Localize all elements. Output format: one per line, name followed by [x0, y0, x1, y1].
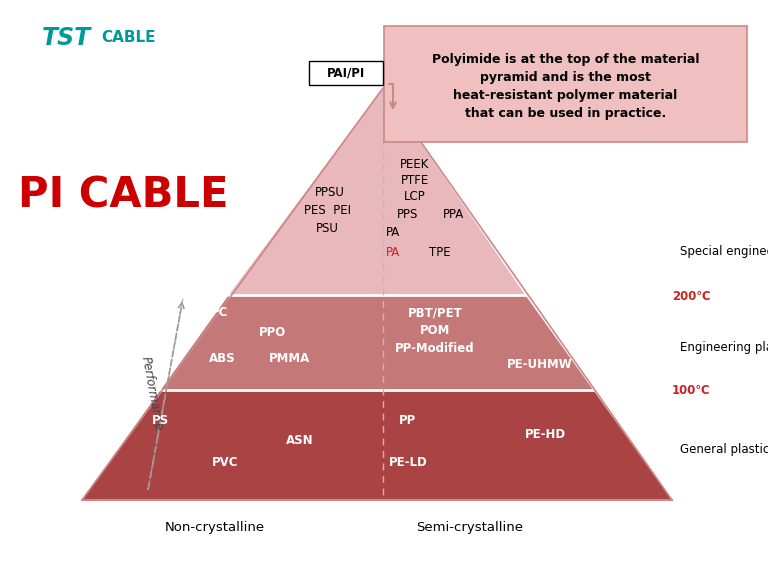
Text: Special engineering plastics: Special engineering plastics: [680, 245, 768, 258]
Text: 200℃: 200℃: [672, 289, 710, 302]
Text: Performance: Performance: [138, 356, 164, 432]
Text: CABLE: CABLE: [101, 31, 155, 46]
Text: Engineering plastics: Engineering plastics: [680, 342, 768, 355]
Text: PES  PEI: PES PEI: [303, 204, 350, 217]
Text: ASN: ASN: [286, 434, 314, 447]
Text: PPA: PPA: [442, 208, 464, 221]
Text: Non-crystalline: Non-crystalline: [165, 521, 265, 535]
Text: PEEK: PEEK: [400, 158, 429, 171]
Text: PPSU: PPSU: [315, 185, 345, 198]
Text: PPO: PPO: [258, 326, 286, 339]
Text: PSU: PSU: [316, 221, 339, 234]
Text: LCP: LCP: [404, 191, 426, 204]
Text: Semi-crystalline: Semi-crystalline: [416, 521, 524, 535]
Text: PE-HD: PE-HD: [525, 429, 565, 441]
FancyBboxPatch shape: [309, 61, 383, 85]
Text: TPE: TPE: [429, 245, 451, 258]
Text: TST: TST: [42, 26, 91, 50]
FancyBboxPatch shape: [384, 26, 747, 142]
Text: PP-Modified: PP-Modified: [396, 342, 475, 355]
Text: PE-LD: PE-LD: [389, 456, 427, 468]
Text: POM: POM: [420, 323, 450, 336]
Text: PTFE: PTFE: [401, 174, 429, 187]
Text: PVC: PVC: [212, 456, 238, 468]
Polygon shape: [229, 88, 525, 295]
Text: PI CABLE: PI CABLE: [18, 174, 229, 216]
Text: PMMA: PMMA: [270, 352, 310, 365]
Text: PS: PS: [151, 413, 168, 427]
Text: PP: PP: [399, 413, 416, 427]
Text: Polyimide is at the top of the material
pyramid and is the most
heat-resistant p: Polyimide is at the top of the material …: [432, 52, 699, 120]
Text: PPS: PPS: [397, 208, 419, 221]
Text: PC: PC: [211, 306, 229, 319]
Text: PA: PA: [386, 225, 400, 238]
Polygon shape: [161, 295, 593, 390]
Text: PA: PA: [386, 245, 400, 258]
Text: PAI/PI: PAI/PI: [327, 66, 365, 79]
Text: ABS: ABS: [209, 352, 235, 365]
Text: PE-UHMW: PE-UHMW: [507, 359, 573, 372]
Polygon shape: [82, 390, 672, 500]
Text: General plastics: General plastics: [680, 444, 768, 457]
Text: 100℃: 100℃: [672, 384, 710, 397]
Text: PBT/PET: PBT/PET: [408, 306, 462, 319]
